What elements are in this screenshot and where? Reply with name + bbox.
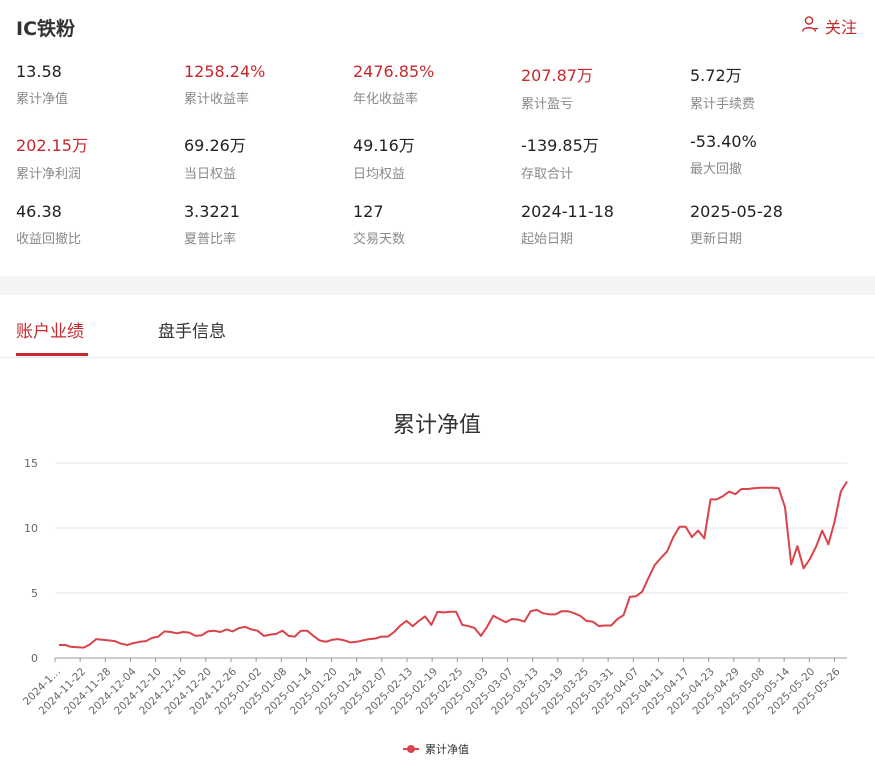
stat-item: 2024-11-18 起始日期 (521, 202, 686, 247)
stat-item: 1258.24% 累计收益率 (184, 62, 349, 107)
stat-item: 5.72万累计手续费 (690, 62, 855, 112)
stat-label: 累计手续费 (690, 97, 756, 112)
legend-label: 累计净值 (425, 742, 469, 756)
stat-label: 更新日期 (690, 232, 743, 247)
stat-item: 3.3221 夏普比率 (184, 202, 349, 247)
stat-label: 存取合计 (521, 167, 574, 182)
stat-label: 最大回撤 (690, 162, 743, 177)
stat-item: 202.15万累计净利润 (16, 132, 181, 182)
stat-value: 49.16万 (353, 136, 415, 155)
stat-label: 累计净利润 (16, 167, 82, 182)
stat-item: 49.16万日均权益 (353, 132, 518, 182)
y-tick-label: 10 (24, 522, 38, 535)
stats-grid: 13.58 累计净值 1258.24% 累计收益率 2476.85% 年化收益率 207.8… (0, 52, 875, 276)
stat-label: 日均权益 (353, 167, 406, 182)
tab-bar: 账户业绩 盘手信息 (0, 295, 875, 358)
stat-label: 年化收益率 (353, 92, 419, 107)
y-tick-label: 15 (24, 457, 38, 470)
chart-title: 累计净值 (393, 413, 481, 438)
stat-item: 2025-05-28 更新日期 (690, 202, 855, 247)
tab-account-performance[interactable]: 账户业绩 (16, 322, 84, 342)
legend-marker (407, 745, 415, 753)
stat-value: 69.26万 (184, 136, 246, 155)
active-tab-indicator (16, 353, 88, 356)
page-title: IC铁粉 (16, 18, 76, 40)
stat-item: -53.40% 最大回撤 (690, 132, 855, 177)
follow-button[interactable]: 关注 (801, 14, 857, 38)
tab-trader-info[interactable]: 盘手信息 (158, 322, 226, 342)
stat-value: 13.58 (16, 62, 62, 81)
stat-label: 交易天数 (353, 232, 406, 247)
stat-value: 202.15万 (16, 136, 88, 155)
stat-label: 累计盈亏 (521, 97, 574, 112)
y-tick-label: 0 (31, 652, 38, 665)
stat-value: 5.72万 (690, 66, 742, 85)
stat-item: -139.85万存取合计 (521, 132, 686, 182)
stat-label: 收益回撤比 (16, 232, 82, 247)
stat-label: 累计收益率 (184, 92, 250, 107)
stat-value: 127 (353, 202, 384, 221)
stat-item: 207.87万累计盈亏 (521, 62, 686, 112)
stat-value: 1258.24% (184, 62, 266, 81)
nav-chart: 累计净值 0 5 10 15 2024-1… 2024-11-22 2024-11-28 202… (0, 358, 875, 774)
stat-item: 69.26万当日权益 (184, 132, 349, 182)
stat-value: 2476.85% (353, 62, 435, 81)
stat-item: 127 交易天数 (353, 202, 518, 247)
series-line (59, 480, 848, 649)
user-icon (801, 15, 819, 37)
stat-label: 起始日期 (521, 232, 574, 247)
stat-label: 当日权益 (184, 167, 237, 182)
stat-value: 46.38 (16, 202, 62, 221)
follow-label: 关注 (824, 18, 857, 37)
stat-value: 3.3221 (184, 202, 240, 221)
y-tick-label: 5 (31, 587, 38, 600)
stat-item: 46.38 收益回撤比 (16, 202, 181, 247)
stat-value: 207.87万 (521, 66, 593, 85)
stat-item: 13.58 累计净值 (16, 62, 181, 107)
section-divider (0, 276, 875, 295)
stat-value: -53.40% (690, 132, 757, 151)
stat-value: 2024-11-18 (521, 202, 614, 221)
stat-value: -139.85万 (521, 136, 599, 155)
page-header: IC铁粉 关注 (0, 0, 875, 52)
nav-chart-svg: 累计净值0510152024-1…2024-11-222024-11-28202… (21, 413, 848, 756)
stat-item: 2476.85% 年化收益率 (353, 62, 518, 107)
stat-label: 累计净值 (16, 92, 69, 107)
stat-label: 夏普比率 (184, 232, 237, 247)
stat-value: 2025-05-28 (690, 202, 783, 221)
